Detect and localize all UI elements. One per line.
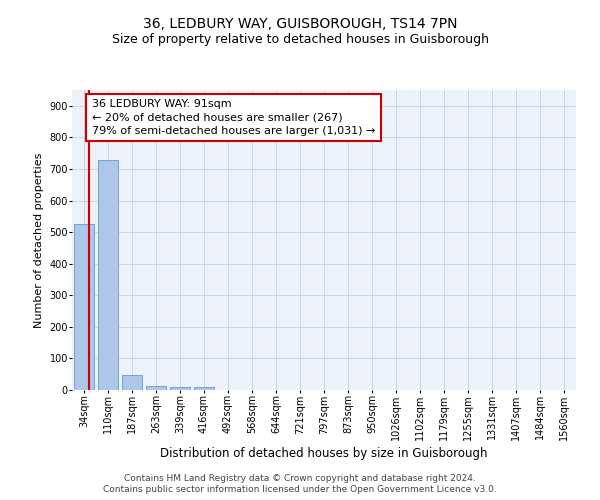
Text: Contains public sector information licensed under the Open Government Licence v3: Contains public sector information licen… [103,485,497,494]
Text: Contains HM Land Registry data © Crown copyright and database right 2024.: Contains HM Land Registry data © Crown c… [124,474,476,483]
Text: Size of property relative to detached houses in Guisborough: Size of property relative to detached ho… [112,32,488,46]
X-axis label: Distribution of detached houses by size in Guisborough: Distribution of detached houses by size … [160,446,488,460]
Y-axis label: Number of detached properties: Number of detached properties [34,152,44,328]
Text: 36 LEDBURY WAY: 91sqm
← 20% of detached houses are smaller (267)
79% of semi-det: 36 LEDBURY WAY: 91sqm ← 20% of detached … [92,100,376,136]
Bar [122,375,142,390]
Bar [194,388,214,390]
Bar [146,386,166,390]
Bar [170,387,190,390]
Text: 36, LEDBURY WAY, GUISBOROUGH, TS14 7PN: 36, LEDBURY WAY, GUISBOROUGH, TS14 7PN [143,18,457,32]
Bar [74,224,94,390]
Bar [98,160,118,390]
